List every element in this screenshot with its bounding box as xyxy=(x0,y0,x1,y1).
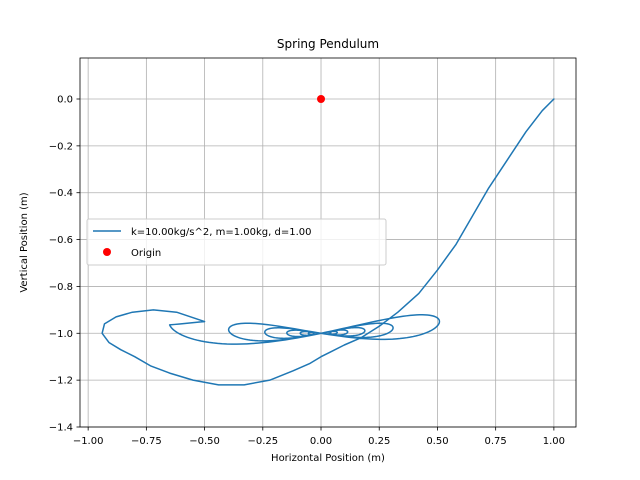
x-tick-label: 0.25 xyxy=(368,436,390,447)
x-axis-label: Horizontal Position (m) xyxy=(271,453,385,464)
legend-entry-origin: Origin xyxy=(131,248,161,259)
y-tick-label: −1.0 xyxy=(49,329,73,340)
y-tick-label: 0.0 xyxy=(57,95,73,106)
y-tick-label: −0.2 xyxy=(49,141,73,152)
y-tick-label: −1.2 xyxy=(49,376,73,387)
y-axis-ticks: −1.4 −1.2 −1.0 −0.8 −0.6 −0.4 −0.2 0.0 xyxy=(49,95,80,434)
y-tick-label: −0.8 xyxy=(49,282,73,293)
chart-title: Spring Pendulum xyxy=(277,37,379,51)
y-tick-label: −0.6 xyxy=(49,235,73,246)
legend: k=10.00kg/s^2, m=1.00kg, d=1.00 Origin xyxy=(86,218,387,266)
x-tick-label: 0.00 xyxy=(310,436,332,447)
x-tick-label: 0.75 xyxy=(485,436,507,447)
y-axis-label: Vertical Position (m) xyxy=(19,192,30,292)
axes-frame xyxy=(79,57,577,428)
x-tick-label: −0.50 xyxy=(189,436,220,447)
x-tick-label: −0.75 xyxy=(131,436,162,447)
x-tick-label: −1.00 xyxy=(73,436,104,447)
legend-entry-trajectory: k=10.00kg/s^2, m=1.00kg, d=1.00 xyxy=(131,227,312,238)
x-tick-label: 1.00 xyxy=(543,436,565,447)
x-tick-label: −0.25 xyxy=(247,436,278,447)
y-tick-label: −1.4 xyxy=(49,423,73,434)
x-tick-label: 0.50 xyxy=(426,436,448,447)
x-axis-ticks: −1.00 −0.75 −0.50 −0.25 0.00 0.25 0.50 0.75 1.00 xyxy=(73,427,565,447)
legend-box xyxy=(86,218,387,266)
legend-marker-sample xyxy=(103,248,111,256)
series-marker-origin xyxy=(317,95,326,103)
y-tick-label: −0.4 xyxy=(49,188,73,199)
series-line-trajectory xyxy=(101,98,555,386)
